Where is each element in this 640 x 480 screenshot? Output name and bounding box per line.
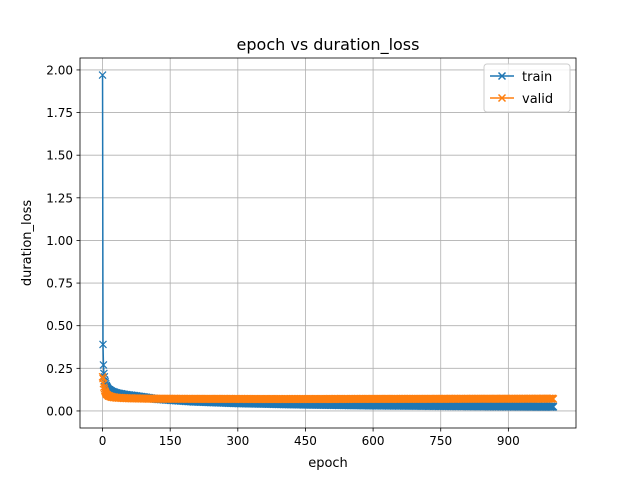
- x-tick-label: 900: [497, 434, 520, 448]
- plot-area-frame: [79, 57, 577, 429]
- y-tick-label: 0.00: [46, 404, 73, 418]
- y-tick-label: 1.00: [46, 234, 73, 248]
- y-tick-label: 2.00: [46, 63, 73, 77]
- y-tick-label: 1.75: [46, 106, 73, 120]
- x-tick-label: 150: [159, 434, 182, 448]
- chart-title: epoch vs duration_loss: [237, 35, 420, 55]
- x-tick-label: 300: [226, 434, 249, 448]
- x-axis-ticks: 0 150 300 450 600 750 900: [99, 428, 520, 448]
- x-tick-label: 450: [294, 434, 317, 448]
- legend: train valid: [483, 63, 571, 113]
- y-tick-label: 1.25: [46, 191, 73, 205]
- legend-valid-marker: [497, 93, 507, 103]
- y-tick-label: 0.25: [46, 362, 73, 376]
- plot-series: [98, 71, 558, 411]
- series-valid-markers: [98, 372, 558, 404]
- y-axis-label: duration_loss: [20, 200, 35, 287]
- x-axis-label: epoch: [308, 456, 348, 471]
- legend-valid-label: valid: [522, 92, 553, 107]
- x-tick-label: 750: [429, 434, 452, 448]
- x-tick-label: 600: [362, 434, 385, 448]
- y-tick-label: 0.50: [46, 319, 73, 333]
- y-axis-ticks: 0.00 0.25 0.50 0.75 1.00 1.25 1.50 1.75 2.00: [46, 63, 80, 418]
- series-valid: [98, 372, 558, 404]
- grid-lines: [80, 58, 576, 428]
- y-tick-label: 0.75: [46, 277, 73, 291]
- x-tick-label: 0: [99, 434, 107, 448]
- legend-train-marker: [497, 71, 507, 81]
- y-tick-label: 1.50: [46, 149, 73, 163]
- legend-train-label: train: [522, 70, 552, 85]
